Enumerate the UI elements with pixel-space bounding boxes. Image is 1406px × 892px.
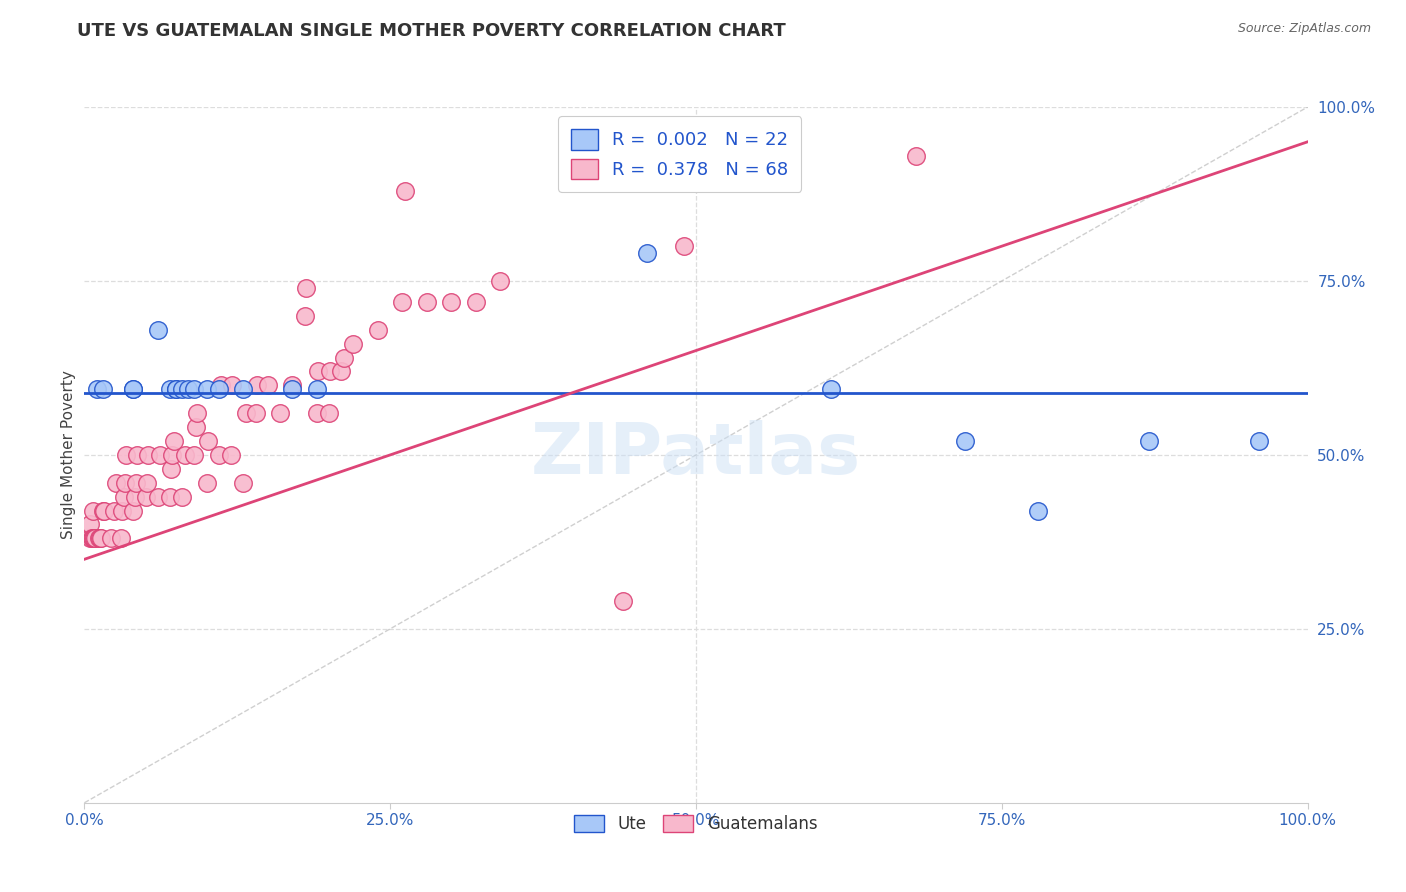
Point [269,406,291,420]
Point [221,378,243,392]
Y-axis label: Single Mother Poverty: Single Mother Poverty [60,370,76,540]
Point [100,532,122,546]
Point [209,378,232,392]
Point [342,336,364,351]
Point [112,490,135,504]
Point [86,382,108,396]
Point [159,382,181,396]
Point [90,532,112,546]
Point [177,382,200,396]
Point [114,475,136,490]
Legend: Ute, Guatemalans: Ute, Guatemalans [568,808,824,839]
Point [79,517,101,532]
Point [163,434,186,448]
Point [672,239,695,253]
Point [125,475,148,490]
Point [305,406,328,420]
Point [124,490,146,504]
Point [195,475,218,490]
Point [172,382,194,396]
Point [281,378,304,392]
Point [84,532,107,546]
Point [905,149,928,163]
Point [440,294,463,309]
Point [103,503,125,517]
Point [1247,434,1270,448]
Point [184,420,207,434]
Point [416,294,439,309]
Point [93,503,115,517]
Point [186,406,208,420]
Point [246,378,269,392]
Point [219,448,242,462]
Point [83,532,105,546]
Point [208,382,231,396]
Point [122,382,145,396]
Point [953,434,976,448]
Point [257,378,280,392]
Point [160,462,183,476]
Text: ZIPatlas: ZIPatlas [531,420,860,490]
Point [281,382,304,396]
Point [195,382,218,396]
Point [135,475,157,490]
Point [162,448,184,462]
Point [115,448,138,462]
Point [172,490,194,504]
Point [110,532,132,546]
Point [307,364,329,378]
Point [1137,434,1160,448]
Point [165,382,187,396]
Point [111,503,134,517]
Point [183,382,205,396]
Point [294,281,316,295]
Point [165,382,187,396]
Point [232,475,254,490]
Point [305,382,328,396]
Point [636,246,658,260]
Point [87,532,110,546]
Point [82,503,104,517]
Point [820,382,842,396]
Point [332,351,354,365]
Point [367,323,389,337]
Point [464,294,486,309]
Point [105,475,128,490]
Point [391,294,413,309]
Point [245,406,267,420]
Point [294,309,316,323]
Point [330,364,353,378]
Point [135,490,157,504]
Text: Source: ZipAtlas.com: Source: ZipAtlas.com [1237,22,1371,36]
Point [122,382,145,396]
Point [183,448,205,462]
Point [82,532,104,546]
Point [612,594,634,608]
Point [319,364,342,378]
Point [89,532,111,546]
Point [394,184,416,198]
Point [79,532,101,546]
Point [149,448,172,462]
Point [159,490,181,504]
Point [208,448,231,462]
Point [136,448,159,462]
Point [122,503,145,517]
Point [91,382,114,396]
Point [1028,503,1050,517]
Point [173,448,195,462]
Point [235,406,257,420]
Point [91,503,114,517]
Text: UTE VS GUATEMALAN SINGLE MOTHER POVERTY CORRELATION CHART: UTE VS GUATEMALAN SINGLE MOTHER POVERTY … [77,22,786,40]
Point [318,406,340,420]
Point [146,323,169,337]
Point [197,434,219,448]
Point [146,490,169,504]
Point [489,274,512,288]
Point [125,448,148,462]
Point [232,382,254,396]
Point [80,532,103,546]
